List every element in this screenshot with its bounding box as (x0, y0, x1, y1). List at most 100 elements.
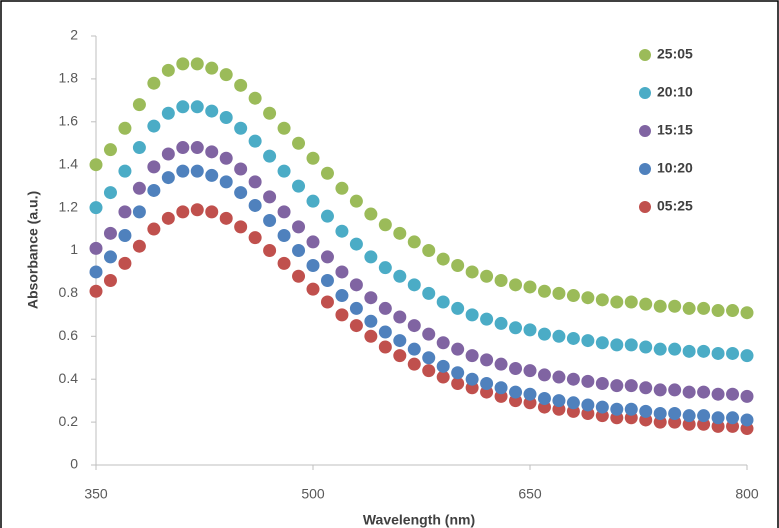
data-point (740, 413, 754, 427)
data-point (205, 145, 219, 159)
data-point (335, 308, 349, 322)
data-point (176, 57, 190, 71)
legend-marker (639, 201, 651, 213)
data-point (509, 361, 523, 375)
data-point (393, 269, 407, 283)
y-tick-label: 1.6 (59, 113, 79, 129)
data-point (147, 119, 161, 133)
data-point (219, 211, 233, 225)
data-point (335, 181, 349, 195)
data-point (349, 237, 363, 251)
data-point (118, 164, 132, 178)
data-point (552, 370, 566, 384)
data-point (306, 282, 320, 296)
data-point (740, 389, 754, 403)
data-point (378, 340, 392, 354)
data-point (89, 241, 103, 255)
data-point (480, 312, 494, 326)
data-point (422, 244, 436, 257)
data-point (320, 166, 334, 180)
data-point (320, 274, 334, 288)
data-point (248, 198, 262, 212)
data-point (393, 334, 407, 348)
data-point (465, 308, 479, 322)
data-point (726, 346, 740, 360)
data-point (465, 265, 479, 279)
data-point (132, 141, 146, 155)
data-point (364, 250, 378, 264)
data-point (103, 274, 117, 288)
data-point (494, 274, 508, 288)
data-point (378, 261, 392, 275)
data-point (320, 295, 334, 309)
data-point (234, 78, 248, 92)
data-point (726, 411, 740, 425)
legend-marker (639, 125, 651, 137)
data-point (219, 175, 233, 189)
data-point (566, 289, 580, 303)
data-point (306, 151, 320, 165)
data-point (610, 402, 624, 416)
data-point (190, 100, 204, 114)
y-tick-label: 0.4 (59, 370, 79, 386)
data-point (465, 372, 479, 386)
data-point (176, 100, 190, 114)
data-point (248, 175, 262, 189)
data-point (422, 286, 436, 300)
data-point (523, 387, 537, 401)
data-point (292, 244, 306, 257)
data-point (190, 57, 204, 71)
data-point (219, 151, 233, 165)
data-point (537, 327, 551, 341)
data-point (581, 398, 595, 412)
data-point (234, 186, 248, 200)
legend-label: 10:20 (657, 160, 693, 176)
x-axis-title: Wavelength (nm) (363, 512, 475, 528)
data-point (89, 158, 103, 172)
x-tick-label: 650 (518, 486, 542, 502)
data-point (292, 136, 306, 150)
data-point (537, 392, 551, 406)
data-point (436, 295, 450, 309)
data-point (263, 149, 277, 163)
data-point (248, 231, 262, 245)
data-point (89, 284, 103, 298)
x-tick-label: 500 (301, 486, 325, 502)
y-axis-title: Absorbance (a.u.) (25, 191, 41, 309)
data-point (726, 304, 740, 318)
data-point (190, 141, 204, 155)
data-point (161, 147, 175, 161)
data-point (234, 162, 248, 176)
data-point (219, 111, 233, 125)
data-point (118, 121, 132, 135)
data-point (740, 306, 754, 320)
data-point (306, 194, 320, 208)
data-point (537, 368, 551, 382)
data-point (668, 383, 682, 397)
data-point (653, 342, 667, 356)
data-point (205, 104, 219, 118)
data-point (378, 301, 392, 315)
data-point (480, 269, 494, 283)
data-point (147, 222, 161, 236)
data-point (248, 134, 262, 148)
data-point (697, 301, 711, 315)
data-point (147, 183, 161, 197)
data-point (436, 252, 450, 266)
data-point (263, 244, 277, 257)
data-point (697, 409, 711, 423)
data-point (523, 280, 537, 294)
y-tick-label: 1.2 (59, 198, 79, 214)
data-point (668, 407, 682, 421)
data-point (364, 314, 378, 328)
data-point (682, 385, 696, 399)
data-point (277, 121, 291, 135)
data-point (451, 301, 465, 315)
data-point (668, 299, 682, 313)
y-tick-label: 0.6 (59, 327, 79, 343)
data-point (494, 381, 508, 395)
data-point (523, 364, 537, 378)
legend-label: 05:25 (657, 198, 693, 214)
data-point (711, 304, 725, 318)
data-point (176, 164, 190, 178)
